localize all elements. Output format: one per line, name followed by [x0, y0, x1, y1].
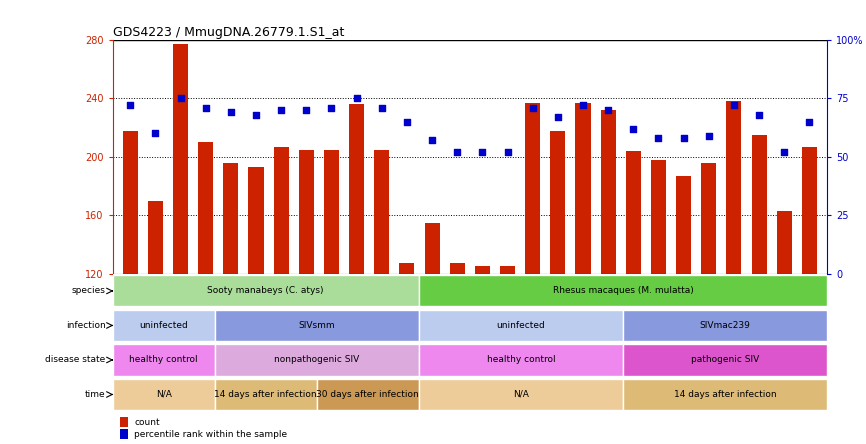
Bar [120, 429, 128, 439]
Text: Rhesus macaques (M. mulatta): Rhesus macaques (M. mulatta) [553, 286, 694, 295]
Text: uninfected: uninfected [496, 321, 546, 330]
Text: nonpathogenic SIV: nonpathogenic SIV [274, 356, 359, 365]
Bar [424, 222, 440, 274]
Point [626, 125, 640, 132]
Bar [215, 379, 317, 410]
Text: 14 days after infection: 14 days after infection [674, 390, 776, 399]
Point [601, 107, 615, 114]
Point [123, 102, 137, 109]
Bar [198, 142, 213, 274]
Bar [777, 211, 792, 274]
Text: SIVmac239: SIVmac239 [700, 321, 751, 330]
Text: Sooty manabeys (C. atys): Sooty manabeys (C. atys) [208, 286, 324, 295]
Bar [626, 151, 641, 274]
Point [501, 149, 514, 156]
Point [576, 102, 590, 109]
Text: infection: infection [66, 321, 106, 330]
Bar [623, 345, 827, 376]
Point [425, 137, 439, 144]
Bar [550, 131, 565, 274]
Point [803, 118, 817, 125]
Bar [317, 379, 419, 410]
Point [325, 104, 339, 111]
Bar [623, 379, 827, 410]
Bar [419, 379, 623, 410]
Bar [419, 275, 827, 306]
Text: GDS4223 / MmugDNA.26779.1.S1_at: GDS4223 / MmugDNA.26779.1.S1_at [113, 26, 344, 39]
Point [778, 149, 792, 156]
Text: percentile rank within the sample: percentile rank within the sample [134, 430, 288, 439]
Point [300, 107, 313, 114]
Text: count: count [134, 417, 159, 427]
Point [651, 135, 665, 142]
Text: 14 days after infection: 14 days after infection [215, 390, 317, 399]
Bar [623, 310, 827, 341]
Bar [113, 345, 215, 376]
Point [148, 130, 162, 137]
Point [173, 95, 187, 102]
Bar [525, 103, 540, 274]
Point [676, 135, 690, 142]
Bar [701, 163, 716, 274]
Point [400, 118, 414, 125]
Bar [399, 263, 415, 274]
Bar [676, 176, 691, 274]
Point [249, 111, 263, 118]
Bar [500, 266, 515, 274]
Text: time: time [85, 390, 106, 399]
Text: N/A: N/A [156, 390, 171, 399]
Point [727, 102, 741, 109]
Point [224, 109, 238, 116]
Bar [113, 310, 215, 341]
Text: healthy control: healthy control [129, 356, 198, 365]
Text: uninfected: uninfected [139, 321, 188, 330]
Point [526, 104, 540, 111]
Bar [802, 147, 817, 274]
Bar [215, 310, 419, 341]
Bar [475, 266, 490, 274]
Bar [651, 160, 666, 274]
Point [375, 104, 389, 111]
Bar [299, 150, 313, 274]
Bar [215, 345, 419, 376]
Bar [113, 275, 419, 306]
Bar [576, 103, 591, 274]
Text: healthy control: healthy control [487, 356, 555, 365]
Point [350, 95, 364, 102]
Bar [123, 131, 138, 274]
Text: pathogenic SIV: pathogenic SIV [691, 356, 759, 365]
Point [475, 149, 489, 156]
Bar [752, 135, 766, 274]
Point [551, 114, 565, 121]
Point [753, 111, 766, 118]
Bar [274, 147, 288, 274]
Bar [419, 310, 623, 341]
Bar [148, 201, 163, 274]
Point [198, 104, 212, 111]
Bar [601, 110, 616, 274]
Text: species: species [72, 286, 106, 295]
Bar [113, 379, 215, 410]
Bar [727, 101, 741, 274]
Bar [419, 345, 623, 376]
Text: disease state: disease state [45, 356, 106, 365]
Text: N/A: N/A [513, 390, 529, 399]
Bar [173, 44, 188, 274]
Bar [349, 104, 364, 274]
Point [450, 149, 464, 156]
Bar [449, 263, 465, 274]
Text: 30 days after infection: 30 days after infection [316, 390, 419, 399]
Point [701, 132, 715, 139]
Text: SIVsmm: SIVsmm [299, 321, 335, 330]
Bar [223, 163, 238, 274]
Bar [120, 417, 128, 427]
Bar [324, 150, 339, 274]
Point [275, 107, 288, 114]
Bar [374, 150, 390, 274]
Bar [249, 167, 263, 274]
